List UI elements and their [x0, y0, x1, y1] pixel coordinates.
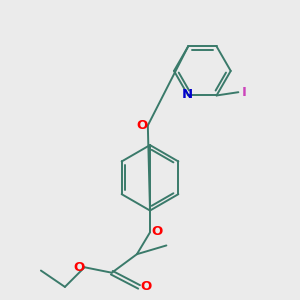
- Text: I: I: [242, 86, 246, 99]
- Text: O: O: [74, 261, 85, 274]
- Text: O: O: [140, 280, 151, 293]
- Text: O: O: [151, 225, 162, 238]
- Text: O: O: [137, 119, 148, 132]
- Text: N: N: [182, 88, 193, 101]
